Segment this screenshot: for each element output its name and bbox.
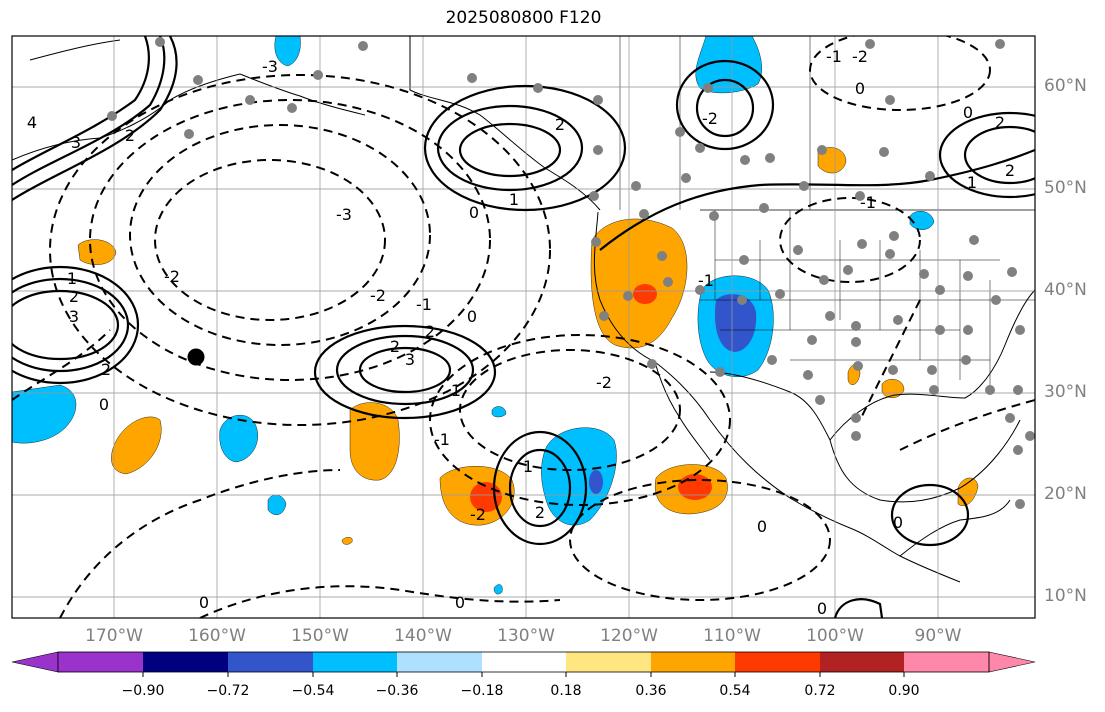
colorbar-tick-label: −0.54 xyxy=(291,683,335,699)
coastlines xyxy=(12,36,1035,583)
contour-label: 0 xyxy=(99,395,109,414)
contour-label: -2 xyxy=(852,47,868,66)
state-borders xyxy=(619,36,1035,390)
contour-label: -2 xyxy=(596,373,612,392)
colorbar-swatch xyxy=(482,652,566,672)
colorbar-tick-label: −0.18 xyxy=(460,683,504,699)
lon-label: 120°W xyxy=(600,626,658,646)
colorbar-tick-label: 0.18 xyxy=(550,683,582,699)
colorbar-swatch xyxy=(58,652,143,672)
colorbar-low-extend xyxy=(11,651,59,673)
contour-label: 1 xyxy=(451,381,461,400)
contour-label: 0 xyxy=(855,79,865,98)
lon-label: 170°W xyxy=(85,626,143,646)
lat-label: 20°N xyxy=(1044,484,1087,504)
contour-label: 2 xyxy=(125,126,135,145)
colorbar-swatch xyxy=(313,652,397,672)
colorbar-tick-label: −0.72 xyxy=(206,683,250,699)
contour-label: -3 xyxy=(262,57,278,76)
colorbar-tick-label: 0.72 xyxy=(804,683,836,699)
colorbar-tick-label: 0.54 xyxy=(719,683,751,699)
contour-label: 2 xyxy=(425,322,435,341)
colorbar-swatch xyxy=(651,652,735,672)
contour-label: 1 xyxy=(67,269,77,288)
contour-label: -1 xyxy=(826,47,842,66)
contour-label: -1 xyxy=(860,193,876,212)
colorbar-swatch xyxy=(904,652,989,672)
contour-label: 4 xyxy=(27,113,37,132)
anomaly-shading xyxy=(12,36,979,595)
contour-label: -2 xyxy=(470,505,486,524)
colorbar-swatch xyxy=(735,652,820,672)
contour-label: 2 xyxy=(555,115,565,134)
lon-label: 150°W xyxy=(291,626,349,646)
colorbar-tick-label: −0.36 xyxy=(375,683,419,699)
colorbar-swatch xyxy=(820,652,904,672)
lat-label: 60°N xyxy=(1044,76,1087,96)
contour-label: -3 xyxy=(336,205,352,224)
positive-contours xyxy=(12,36,1035,618)
contour-label: 2 xyxy=(995,113,1005,132)
colorbar-tick-label: 0.36 xyxy=(635,683,667,699)
contour-label: 0 xyxy=(757,517,767,536)
contour-label: 2 xyxy=(101,360,111,379)
contour-label: 1 xyxy=(509,190,519,209)
contour-label: 0 xyxy=(817,599,827,618)
colorbar-swatch xyxy=(566,652,651,672)
colorbar xyxy=(11,651,1036,677)
contour-label: -1 xyxy=(698,271,714,290)
contour-label: 1 xyxy=(967,173,977,192)
contour-labels: 4 3 2 1 2 3 2 0 3 2 2 0 1 -2 -3 -1 -1 1 … xyxy=(27,47,1015,618)
contour-label: 0 xyxy=(963,103,973,122)
colorbar-high-extend xyxy=(988,651,1036,673)
contour-label: -1 xyxy=(416,295,432,314)
lon-label: 130°W xyxy=(497,626,555,646)
contour-label: 2 xyxy=(69,287,79,306)
contour-label: -2 xyxy=(702,109,718,128)
contour-label: 0 xyxy=(893,513,903,532)
lon-label: 140°W xyxy=(394,626,452,646)
contour-label: -2 xyxy=(370,286,386,305)
contour-label: 3 xyxy=(69,307,79,326)
contour-label: 2 xyxy=(535,503,545,522)
lat-label: 50°N xyxy=(1044,178,1087,198)
lon-label: 100°W xyxy=(806,626,864,646)
contour-label: 1 xyxy=(523,457,533,476)
station-markers xyxy=(107,37,1035,509)
colorbar-swatch xyxy=(228,652,313,672)
colorbar-tick-label: 0.90 xyxy=(888,683,920,699)
lon-label: 90°W xyxy=(914,626,962,646)
negative-contours xyxy=(12,36,1035,618)
map-title: 2025080800 F120 xyxy=(445,8,602,28)
contour-label: 3 xyxy=(71,133,81,152)
contour-label: 0 xyxy=(455,593,465,612)
contour-label: 0 xyxy=(199,593,209,612)
lat-label: 10°N xyxy=(1044,586,1087,606)
contour-label: -1 xyxy=(434,430,450,449)
lat-label: 30°N xyxy=(1044,382,1087,402)
colorbar-swatch xyxy=(397,652,482,672)
highlight-marker xyxy=(187,348,205,366)
contour-label: 0 xyxy=(467,307,477,326)
contour-label: -2 xyxy=(164,267,180,286)
contour-label: 2 xyxy=(390,337,400,356)
contour-label: 2 xyxy=(1005,161,1015,180)
contour-label: 3 xyxy=(405,350,415,369)
lon-label: 160°W xyxy=(188,626,246,646)
lon-label: 110°W xyxy=(703,626,761,646)
contour-label: 0 xyxy=(469,203,479,222)
colorbar-swatch xyxy=(143,652,228,672)
lat-label: 40°N xyxy=(1044,280,1087,300)
map-frame xyxy=(11,35,1036,619)
colorbar-tick-label: −0.90 xyxy=(121,683,165,699)
